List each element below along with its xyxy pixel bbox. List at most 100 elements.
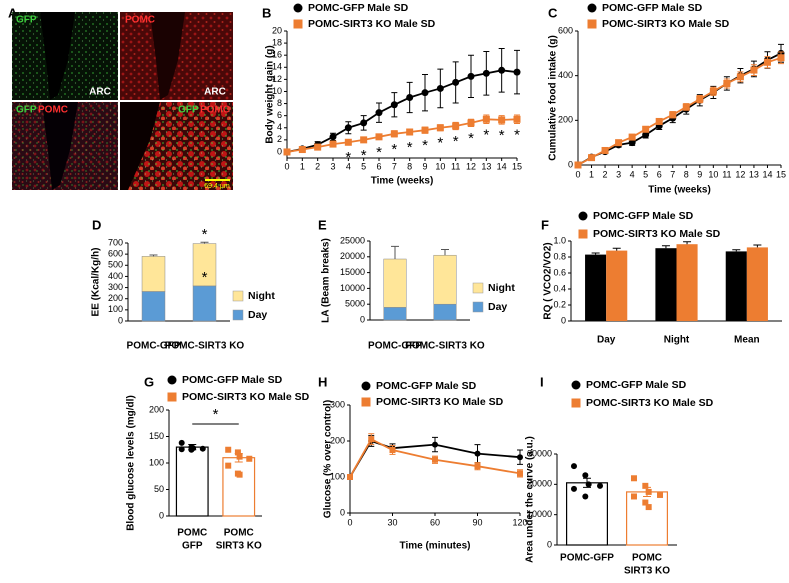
stain-label: POMC: [125, 15, 155, 26]
data-point: [390, 101, 398, 109]
y-tick-label: 500: [108, 260, 123, 270]
y-tick-label: 6: [277, 110, 282, 120]
legend-label: POMC-SIRT3 KO Male SD: [182, 391, 310, 403]
data-point: [723, 79, 731, 87]
y-tick-label: 10: [272, 86, 282, 96]
data-point: [406, 94, 414, 102]
x-tick-label: 10: [708, 169, 718, 179]
x-tick-label: 12: [735, 169, 745, 179]
series-line: [577, 52, 782, 166]
data-point: [645, 488, 652, 495]
significance-mark: *: [202, 269, 208, 286]
panel-letter: H: [318, 374, 327, 389]
stain-label: GFP: [178, 105, 199, 116]
x-tick-label: 6: [657, 169, 662, 179]
category-label: Night: [664, 335, 690, 346]
bar-segment: [383, 258, 407, 308]
category-label: POMC-GFP: [127, 341, 181, 352]
y-tick-label: 15000: [340, 267, 365, 277]
data-point: [347, 474, 353, 480]
data-point: [234, 449, 241, 456]
y-tick-label: 0.6: [553, 267, 566, 277]
category-label: POMC-SIRT3 KO: [405, 341, 485, 352]
error-bar: [612, 247, 621, 251]
legend-label: POMC-SIRT3 KO Male SD: [376, 396, 504, 408]
data-point: [615, 139, 623, 147]
bar: [565, 482, 608, 546]
bar-segment: [141, 291, 166, 322]
data-point: [570, 485, 577, 492]
significance-mark: *: [407, 139, 413, 156]
significance-mark: *: [361, 147, 367, 164]
x-tick-label: 8: [684, 169, 689, 179]
data-point: [467, 72, 475, 80]
data-point: [236, 471, 243, 478]
significance-mark: *: [391, 141, 397, 158]
y-tick-label: 0: [561, 315, 566, 325]
x-tick-label: 2: [603, 169, 608, 179]
legend-swatch: [232, 309, 244, 321]
legend-label: POMC-GFP Male SD: [602, 2, 703, 14]
data-point: [283, 148, 291, 156]
data-point: [513, 68, 521, 76]
category-label: POMC: [632, 553, 662, 564]
y-tick-label: 400: [108, 271, 123, 281]
x-tick-label: 120: [512, 517, 527, 527]
data-point: [178, 439, 185, 446]
data-point: [236, 453, 243, 460]
x-tick-label: 11: [722, 169, 731, 179]
x-tick-label: 0: [347, 517, 352, 527]
data-point: [474, 463, 481, 470]
error-bar: [732, 249, 741, 252]
data-point: [642, 125, 650, 133]
data-point: [513, 115, 521, 123]
x-tick-label: 14: [497, 161, 507, 171]
data-point: [682, 103, 690, 111]
data-point: [669, 111, 677, 119]
x-tick-label: 4: [630, 169, 635, 179]
legend-label: POMC-SIRT3 KO Male SD: [593, 228, 721, 240]
x-tick-label: 12: [466, 161, 476, 171]
x-tick-label: 15: [776, 169, 786, 179]
data-point: [199, 445, 206, 452]
y-axis-label: Body weight gain (g): [265, 45, 276, 143]
region-label: ARC: [204, 87, 226, 98]
data-point: [709, 87, 717, 95]
y-tick-label: 0.2: [553, 299, 566, 309]
data-point: [452, 122, 460, 130]
data-point: [225, 462, 232, 469]
x-tick-label: 3: [616, 169, 621, 179]
bar-segment: [433, 254, 457, 305]
x-axis-label: Time (minutes): [400, 541, 471, 552]
data-point: [750, 66, 758, 74]
legend-label: POMC-GFP Male SD: [308, 2, 409, 14]
panel-letter: C: [548, 5, 558, 20]
data-point: [225, 446, 232, 453]
x-tick-label: 30: [387, 517, 397, 527]
data-point: [421, 126, 429, 134]
panel-letter: F: [541, 217, 549, 232]
y-tick-label: 300: [330, 399, 345, 409]
x-tick-label: 6: [376, 161, 381, 171]
category-label: POMC: [177, 528, 207, 539]
error-bar: [753, 244, 762, 248]
error-bar: [441, 249, 449, 256]
data-point: [645, 504, 652, 511]
legend-marker: [578, 211, 588, 221]
y-tick-label: 10000: [340, 283, 365, 293]
data-point: [329, 140, 337, 148]
bar-segment: [192, 285, 217, 322]
x-tick-label: 60: [430, 517, 440, 527]
panel-letter: I: [540, 374, 544, 389]
region-label: ARC: [89, 87, 111, 98]
x-tick-label: 15: [512, 161, 522, 171]
bar: [606, 250, 628, 321]
y-tick-label: 16: [272, 50, 282, 60]
data-point: [628, 139, 636, 147]
error-bar: [149, 254, 158, 257]
y-tick-label: 0: [159, 510, 164, 520]
x-tick-label: 1: [589, 169, 594, 179]
category-label: POMC-GFP: [560, 553, 614, 564]
legend-label: POMC-GFP Male SD: [593, 210, 694, 222]
